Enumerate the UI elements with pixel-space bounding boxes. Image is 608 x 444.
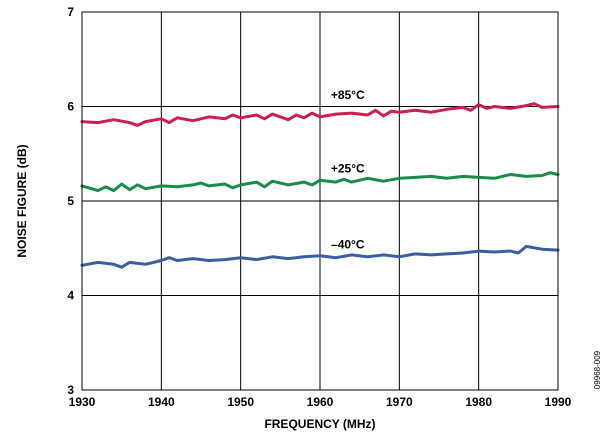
y-tick-label-4: 4 xyxy=(67,289,74,303)
y-tick-label-6: 6 xyxy=(67,100,74,114)
x-tick-label-1940: 1940 xyxy=(148,395,175,409)
tick-labels: 1930 1940 1950 1960 1970 1980 1990 3 4 5 6 7 xyxy=(67,5,571,409)
x-tick-label-1980: 1980 xyxy=(465,395,492,409)
x-tick-label-1990: 1990 xyxy=(545,395,572,409)
series-line-2 xyxy=(80,244,560,269)
y-tick-label-3: 3 xyxy=(67,383,74,397)
series-labels: +85°C +25°C –40°C xyxy=(331,88,365,251)
series-label-2: –40°C xyxy=(331,237,365,251)
plot-frame xyxy=(81,11,559,391)
series-line-1 xyxy=(80,171,560,193)
x-axis-title: FREQUENCY (MHz) xyxy=(264,417,375,431)
series-line-0 xyxy=(80,102,560,127)
x-tick-label-1970: 1970 xyxy=(386,395,413,409)
grid xyxy=(81,11,559,391)
y-tick-label-7: 7 xyxy=(67,5,74,19)
series-label-1: +25°C xyxy=(331,162,365,176)
series-label-0: +85°C xyxy=(331,88,365,102)
series-lines xyxy=(80,102,560,269)
x-tick-label-1950: 1950 xyxy=(227,395,254,409)
y-tick-label-5: 5 xyxy=(67,194,74,208)
y-axis-title: NOISE FIGURE (dB) xyxy=(15,144,29,257)
x-tick-label-1930: 1930 xyxy=(69,395,96,409)
figure-id: 09968-009 xyxy=(593,350,602,389)
x-tick-label-1960: 1960 xyxy=(307,395,334,409)
